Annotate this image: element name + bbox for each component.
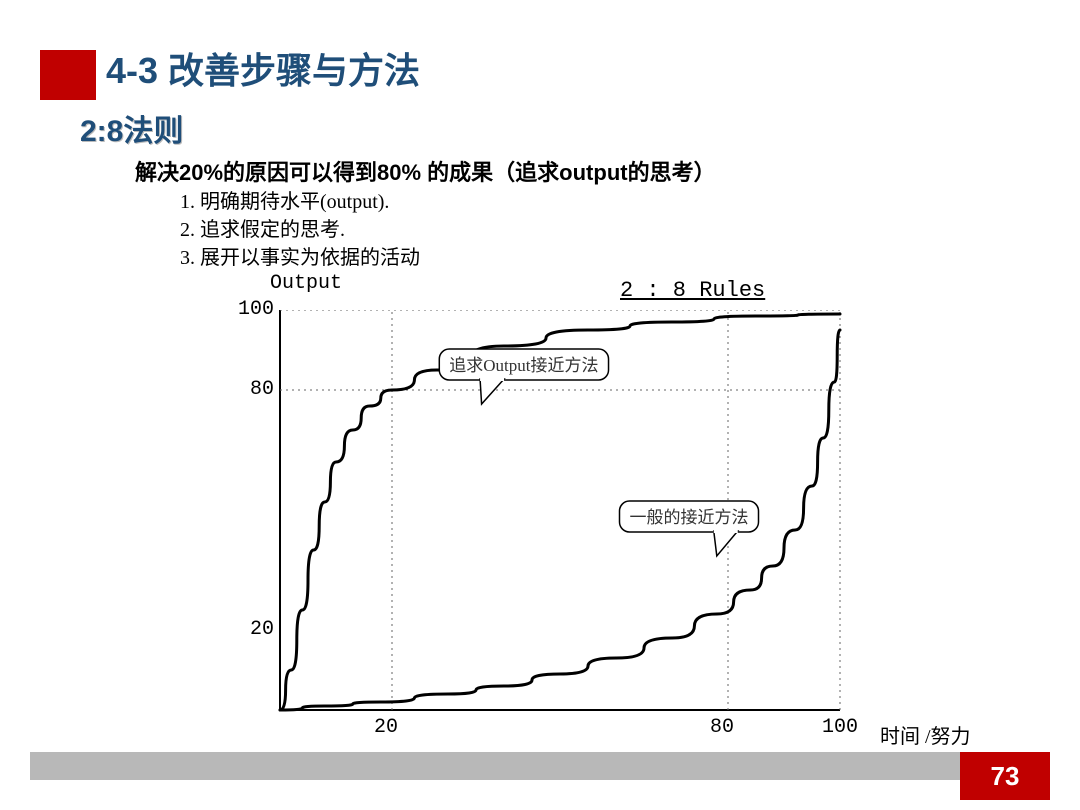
x-axis-label: 时间 /努力 [880,720,971,749]
steps-list: 1. 明确期待水平(output). 2. 追求假定的思考. 3. 展开以事实为… [180,188,420,272]
slide: 4-3 改善步骤与方法 2:8法则 解决20%的原因可以得到80% 的成果（追求… [0,0,1080,810]
page-number-box: 73 [960,752,1050,800]
y-tick: 100 [230,298,274,321]
y-tick: 80 [230,378,274,401]
list-item: 1. 明确期待水平(output). [180,188,420,216]
pareto-chart: 追求Output接近方法一般的接近方法 [230,310,850,730]
x-tick: 20 [374,716,398,739]
page-number: 73 [991,761,1020,792]
footer-bar [30,752,960,780]
page-title: 4-3 改善步骤与方法 [106,42,420,94]
x-tick: 80 [710,716,734,739]
x-tick: 100 [822,716,858,739]
main-statement: 解决20%的原因可以得到80% 的成果（追求output的思考） [135,155,716,187]
y-tick: 20 [230,618,274,641]
list-item: 3. 展开以事实为依据的活动 [180,244,420,272]
list-item: 2. 追求假定的思考. [180,216,420,244]
svg-text:一般的接近方法: 一般的接近方法 [630,508,749,527]
chart-title: 2 : 8 Rules [620,278,765,303]
y-axis-label: Output [270,272,342,295]
title-accent-block [40,50,96,100]
svg-text:追求Output接近方法: 追求Output接近方法 [449,356,598,375]
page-subtitle: 2:8法则 [80,106,183,150]
